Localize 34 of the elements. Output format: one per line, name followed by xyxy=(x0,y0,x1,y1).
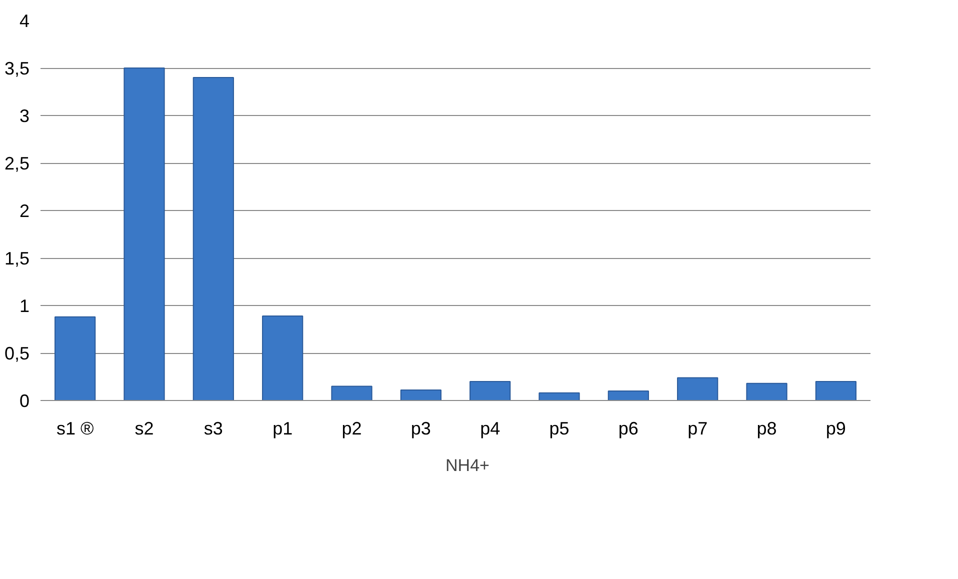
y-tick-label: 2 xyxy=(19,201,30,221)
x-tick-label: p3 xyxy=(410,418,431,438)
y-tick-label: 4 xyxy=(19,11,30,31)
x-tick-label: s1 ® xyxy=(56,418,94,438)
y-tick-label: 0,5 xyxy=(4,344,30,364)
bar xyxy=(331,386,372,400)
x-tick-label: s3 xyxy=(204,418,223,438)
y-tick-label: 1 xyxy=(19,296,30,316)
bar xyxy=(815,381,856,400)
y-tick-label: 3 xyxy=(19,106,30,126)
text: NH4+ xyxy=(446,456,490,476)
y-tick-label: 3,5 xyxy=(4,58,30,78)
y-tick-label: 1,5 xyxy=(4,248,30,268)
bar xyxy=(192,77,234,400)
y-tick-label: 2,5 xyxy=(4,154,30,174)
bar xyxy=(124,68,165,400)
y-tick-label: 0 xyxy=(19,391,30,411)
x-tick-label: p6 xyxy=(618,418,638,438)
bar xyxy=(538,392,580,400)
x-tick-label: p8 xyxy=(756,418,777,438)
bar xyxy=(746,382,788,400)
bar xyxy=(608,390,649,400)
x-tick-label: p4 xyxy=(480,418,500,438)
x-tick-label: p7 xyxy=(688,418,708,438)
x-tick-label: s2 xyxy=(134,418,154,438)
bar xyxy=(262,315,304,400)
x-tick-label: p1 xyxy=(272,418,293,438)
bar xyxy=(677,377,718,400)
x-tick-label: p9 xyxy=(826,418,846,438)
x-tick-label: p2 xyxy=(342,418,362,438)
bar xyxy=(54,316,96,400)
bar xyxy=(400,390,442,400)
x-tick-label: p5 xyxy=(549,418,570,438)
bar xyxy=(470,381,511,400)
